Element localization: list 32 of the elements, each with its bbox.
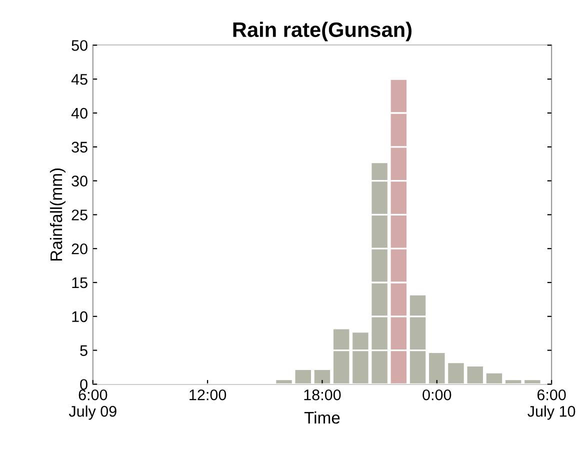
- x-tick-label: 0:00: [422, 389, 452, 400]
- bar: [333, 329, 350, 384]
- bar: [524, 380, 540, 384]
- bar: [372, 163, 388, 384]
- y-tick-label: 20: [72, 243, 88, 254]
- bar: [314, 370, 330, 384]
- bar: [410, 295, 426, 384]
- bar: [390, 78, 407, 384]
- chart-title: Rain rate(Gunsan): [233, 22, 412, 42]
- bar: [486, 373, 502, 384]
- x-tick-label: 6:00 July 10: [528, 389, 576, 420]
- y-tick-label: 45: [71, 74, 88, 85]
- bar: [295, 370, 311, 384]
- y-tick-label: 0: [80, 379, 88, 390]
- y-tick-label: 40: [71, 108, 88, 119]
- x-tick-label: 6:00 July 09: [68, 389, 116, 420]
- y-axis-title: Rainfall(mm): [50, 168, 66, 261]
- x-axis-title: Time: [304, 411, 340, 424]
- x-tick-label: 12:00: [190, 389, 226, 400]
- x-tick-label: 18:00: [304, 389, 341, 400]
- y-tick-label: 5: [80, 345, 88, 356]
- bar: [467, 366, 483, 384]
- y-tick-label: 15: [72, 278, 88, 288]
- y-tick-label: 10: [72, 311, 88, 322]
- bar: [352, 332, 368, 384]
- y-tick-label: 50: [72, 40, 88, 51]
- bar: [276, 380, 292, 384]
- y-tick-label: 35: [72, 142, 88, 153]
- y-tick-label: 30: [72, 176, 88, 186]
- bar: [448, 363, 464, 384]
- y-tick-label: 25: [72, 210, 88, 220]
- bar: [429, 352, 445, 384]
